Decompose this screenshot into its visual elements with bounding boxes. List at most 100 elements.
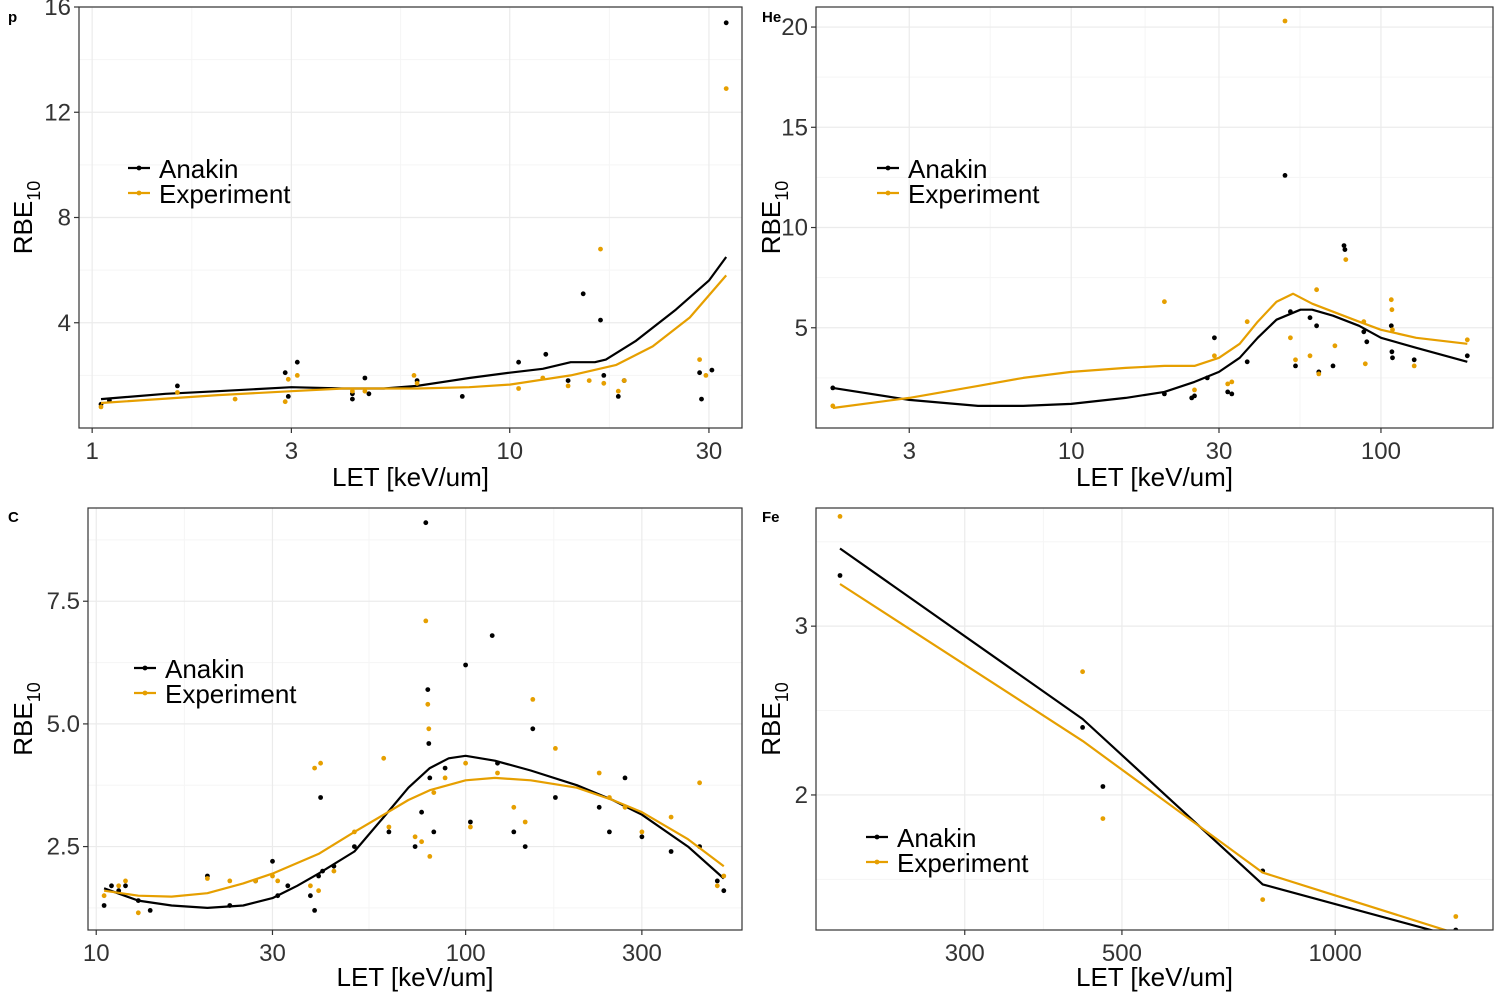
point-experiment — [639, 829, 645, 835]
point-anakin — [1464, 353, 1470, 359]
data-layer — [830, 18, 1470, 410]
point-anakin — [1389, 349, 1395, 355]
point-experiment — [586, 378, 592, 383]
point-experiment — [427, 854, 433, 859]
curve-experiment — [839, 583, 1449, 930]
y-axis-title-subscript: 10 — [24, 682, 44, 702]
point-anakin — [1361, 329, 1367, 335]
point-anakin — [312, 908, 317, 913]
point-anakin — [282, 370, 288, 376]
point-anakin — [1307, 315, 1313, 321]
point-anakin — [123, 883, 128, 889]
point-experiment — [386, 824, 392, 830]
point-experiment — [318, 760, 323, 766]
point-anakin — [419, 809, 424, 815]
y-axis-title: RBE10 — [8, 682, 44, 756]
x-tick-label: 3 — [903, 438, 916, 465]
plot-area — [816, 7, 1493, 428]
legend-key-point — [874, 834, 880, 840]
point-experiment — [312, 765, 317, 771]
panel-frame — [87, 507, 743, 931]
point-experiment — [714, 883, 720, 889]
panel-frame — [815, 507, 1494, 931]
point-anakin — [1388, 323, 1394, 329]
data-layer — [837, 514, 1459, 930]
y-tick-label: 12 — [44, 99, 71, 126]
y-tick-label: 7.5 — [47, 588, 80, 615]
panel-tag: Fe — [762, 509, 780, 526]
point-anakin — [1100, 784, 1106, 789]
y-axis-title: RBE10 — [8, 181, 44, 255]
point-anakin — [1390, 355, 1395, 361]
point-experiment — [598, 246, 603, 252]
point-experiment — [1390, 327, 1395, 333]
point-experiment — [116, 883, 122, 889]
point-experiment — [294, 373, 300, 378]
panel-fe: 300 500 1000 2 3 Fe LET [keV/um] RBE10 AnakinExp… — [756, 507, 1494, 992]
point-anakin — [516, 359, 521, 365]
y-axis-title-main: RBE — [756, 201, 786, 254]
y-tick-label: 5 — [795, 315, 808, 342]
point-experiment — [1100, 816, 1106, 821]
point-experiment — [381, 755, 387, 761]
y-tick-label: 16 — [44, 0, 71, 21]
x-axis-title: LET [keV/um] — [1076, 462, 1233, 492]
legend-label: Anakin — [897, 823, 977, 853]
data-layer — [98, 20, 729, 410]
point-anakin — [101, 903, 107, 908]
point-experiment — [205, 876, 210, 881]
point-experiment — [350, 388, 355, 394]
y-axis-title-subscript: 10 — [24, 181, 44, 201]
point-experiment — [270, 873, 275, 879]
point-experiment — [607, 795, 612, 800]
point-anakin — [522, 844, 528, 849]
legend-label: Experiment — [159, 179, 291, 209]
point-anakin — [709, 367, 715, 373]
point-anakin — [1204, 375, 1210, 381]
point-anakin — [598, 317, 603, 323]
point-experiment — [1388, 297, 1394, 303]
point-experiment — [412, 834, 418, 840]
point-experiment — [1162, 299, 1167, 305]
x-tick-label: 100 — [1361, 438, 1401, 465]
point-anakin — [1293, 363, 1298, 369]
point-anakin — [175, 383, 180, 389]
point-anakin — [1411, 357, 1417, 363]
point-anakin — [1330, 363, 1336, 369]
y-axis-title-subscript: 10 — [772, 682, 792, 702]
point-experiment — [98, 404, 104, 410]
point-experiment — [1361, 319, 1367, 325]
point-experiment — [1307, 353, 1313, 359]
point-experiment — [123, 878, 128, 884]
point-anakin — [639, 834, 645, 840]
point-anakin — [423, 520, 429, 526]
point-anakin — [543, 351, 549, 357]
point-experiment — [601, 380, 607, 386]
y-axis-title-main: RBE — [8, 702, 38, 755]
point-anakin — [697, 370, 702, 376]
data-layer — [101, 520, 727, 916]
legend-key-point — [885, 190, 891, 196]
point-experiment — [516, 386, 521, 391]
legend-key-point — [136, 165, 142, 171]
panel-tag: C — [8, 509, 19, 526]
point-experiment — [463, 760, 468, 766]
point-experiment — [253, 878, 258, 884]
x-tick-label: 10 — [496, 438, 523, 465]
point-anakin — [275, 893, 281, 899]
x-tick-label: 300 — [945, 940, 985, 967]
curve-anakin — [100, 256, 728, 401]
point-anakin — [1162, 391, 1167, 397]
x-tick-label: 300 — [622, 940, 662, 967]
panel-frame — [815, 6, 1494, 429]
point-experiment — [414, 380, 420, 386]
y-tick-label: 8 — [58, 205, 71, 232]
legend-key-point — [885, 165, 891, 171]
point-experiment — [419, 839, 424, 845]
point-anakin — [386, 829, 392, 835]
y-axis-title: RBE10 — [756, 181, 792, 255]
point-anakin — [1080, 725, 1085, 730]
point-anakin — [285, 394, 291, 399]
point-experiment — [1080, 669, 1085, 675]
